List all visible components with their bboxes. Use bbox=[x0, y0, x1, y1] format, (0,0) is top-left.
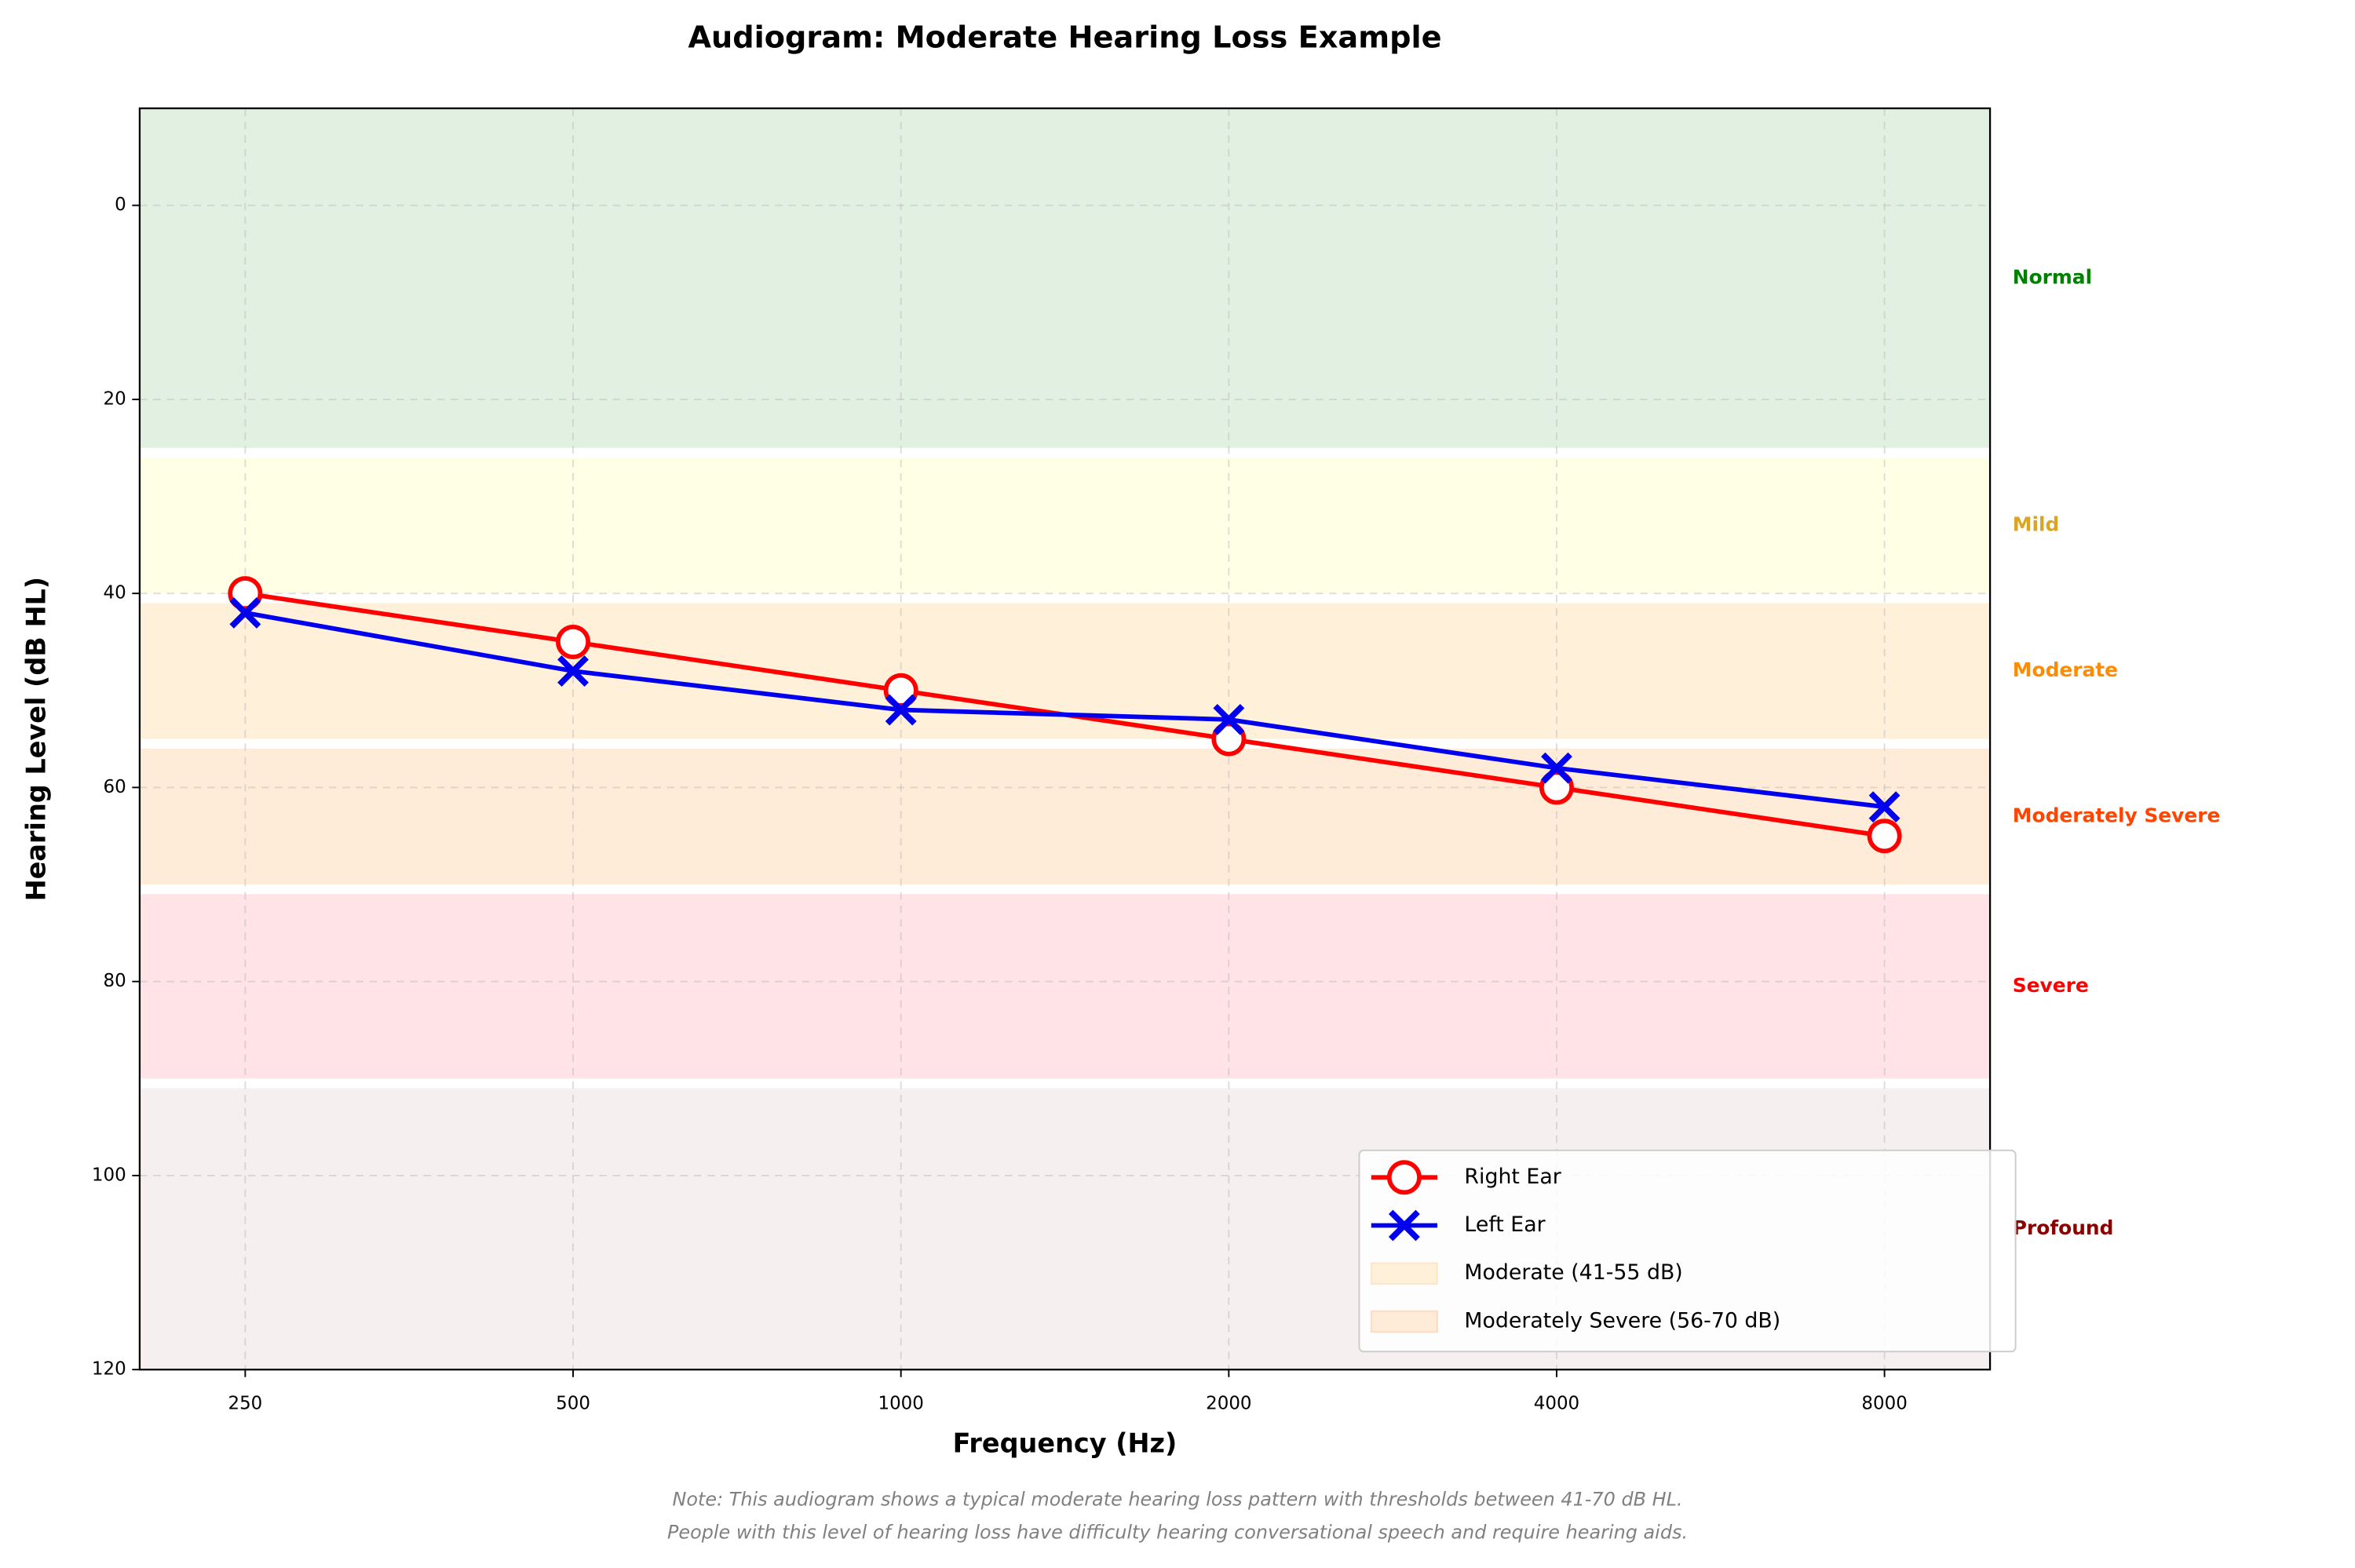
x-axis-label: Frequency (Hz) bbox=[953, 1428, 1178, 1458]
legend-swatch bbox=[1370, 1262, 1438, 1285]
band-label: Moderate bbox=[2013, 658, 2118, 681]
band-label: Mild bbox=[2013, 513, 2060, 536]
plot-frame bbox=[138, 107, 1992, 1371]
data-point bbox=[228, 576, 263, 611]
x-tick-label: 2000 bbox=[1206, 1394, 1251, 1414]
note: People with this level of hearing loss h… bbox=[667, 1522, 1688, 1544]
y-tick-label: 40 bbox=[104, 583, 126, 603]
x-tick-label: 4000 bbox=[1534, 1394, 1579, 1414]
band-label: Severe bbox=[2013, 974, 2089, 997]
data-point bbox=[883, 673, 918, 708]
band-label: Moderately Severe bbox=[2013, 804, 2221, 827]
data-point bbox=[557, 655, 589, 687]
x-tick-label: 500 bbox=[556, 1394, 590, 1414]
y-tick-label: 60 bbox=[104, 777, 126, 797]
band-label: Normal bbox=[2013, 265, 2092, 288]
x-tick-label: 250 bbox=[228, 1394, 262, 1414]
series-line bbox=[244, 611, 1885, 809]
legend-label: Left Ear bbox=[1464, 1212, 1545, 1237]
data-point bbox=[1867, 819, 1902, 854]
y-tick-label: 120 bbox=[92, 1359, 126, 1380]
data-point bbox=[1539, 770, 1574, 805]
note: Note: This audiogram shows a typical mod… bbox=[672, 1489, 1682, 1511]
data-point bbox=[556, 624, 591, 659]
legend: Right Ear Left Ear Moderate (41-55 dB) Mode… bbox=[1358, 1149, 2017, 1353]
data-point bbox=[1386, 1160, 1422, 1195]
severity-band bbox=[139, 603, 1991, 739]
y-tick-label: 20 bbox=[104, 388, 126, 409]
legend-label: Moderate (41-55 dB) bbox=[1464, 1260, 1682, 1285]
legend-label: Moderately Severe (56-70 dB) bbox=[1464, 1308, 1780, 1333]
legend-box bbox=[1358, 1149, 2017, 1353]
y-tick-label: 0 bbox=[115, 195, 126, 215]
data-point bbox=[1388, 1209, 1420, 1242]
band-label: Profound bbox=[2013, 1216, 2114, 1239]
y-axis-label: Hearing Level (dB HL) bbox=[20, 577, 51, 901]
legend-swatch bbox=[1370, 1310, 1438, 1333]
legend-label: Right Ear bbox=[1464, 1165, 1561, 1189]
data-point bbox=[885, 694, 917, 726]
x-tick-label: 8000 bbox=[1861, 1394, 1907, 1414]
y-tick-label: 80 bbox=[104, 971, 126, 991]
chart-title: Audiogram: Moderate Hearing Loss Example bbox=[688, 20, 1441, 56]
data-point bbox=[229, 596, 261, 629]
severity-band bbox=[139, 458, 1991, 594]
severity-band bbox=[139, 894, 1991, 1079]
data-point bbox=[1211, 721, 1247, 757]
severity-band bbox=[139, 108, 1991, 448]
severity-band bbox=[139, 748, 1991, 885]
data-point bbox=[1541, 752, 1572, 784]
y-tick-label: 100 bbox=[92, 1165, 126, 1185]
data-point bbox=[1213, 703, 1245, 735]
data-point bbox=[1868, 791, 1900, 823]
x-tick-label: 1000 bbox=[878, 1394, 923, 1414]
